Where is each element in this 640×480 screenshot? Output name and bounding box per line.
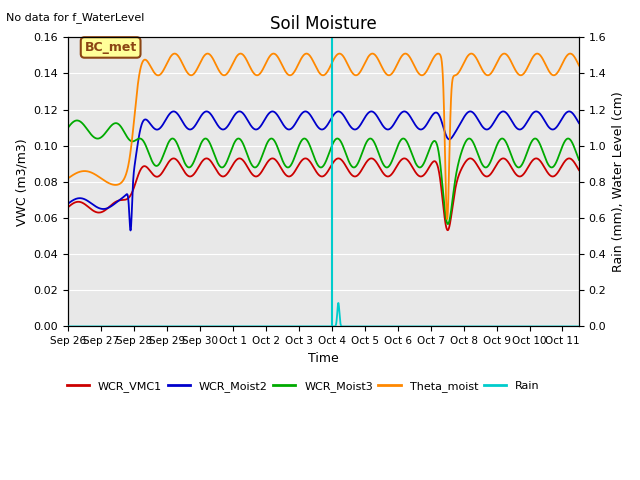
- Y-axis label: VWC (m3/m3): VWC (m3/m3): [15, 138, 28, 226]
- X-axis label: Time: Time: [308, 352, 339, 365]
- Legend: WCR_VMC1, WCR_Moist2, WCR_Moist3, Theta_moist, Rain: WCR_VMC1, WCR_Moist2, WCR_Moist3, Theta_…: [62, 376, 544, 396]
- Title: Soil Moisture: Soil Moisture: [270, 15, 377, 33]
- Text: No data for f_WaterLevel: No data for f_WaterLevel: [6, 12, 145, 23]
- Y-axis label: Rain (mm), Water Level (cm): Rain (mm), Water Level (cm): [612, 92, 625, 272]
- Text: BC_met: BC_met: [84, 41, 137, 54]
